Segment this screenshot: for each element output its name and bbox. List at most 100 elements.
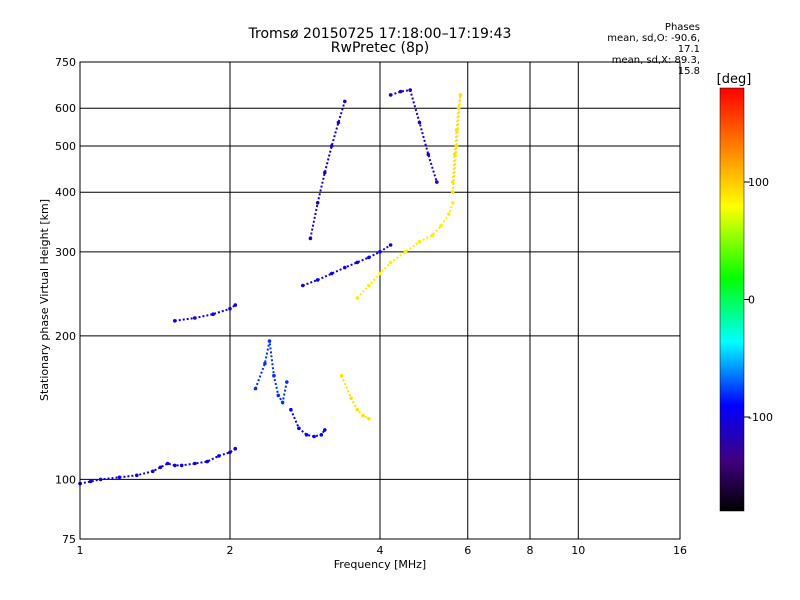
trace-line [391, 90, 437, 182]
data-point [355, 261, 359, 265]
x-tick-label: 4 [377, 544, 384, 557]
data-point [173, 464, 177, 468]
data-point [330, 144, 334, 148]
data-point [399, 90, 403, 94]
data-point [297, 427, 301, 431]
trace [389, 88, 439, 184]
y-tick-label: 75 [62, 533, 76, 546]
data-point [268, 339, 272, 343]
data-point [453, 153, 457, 157]
trace [309, 100, 347, 241]
data-point [435, 180, 439, 184]
data-point [180, 464, 184, 468]
data-point [455, 144, 459, 148]
data-point [234, 447, 238, 451]
data-point [234, 303, 238, 307]
trace-line [80, 449, 235, 484]
data-point [355, 296, 359, 300]
data-point [211, 312, 215, 316]
data-point [330, 272, 334, 276]
data-point [301, 284, 305, 288]
colorbar-tick-label: 0 [748, 294, 755, 307]
data-point [272, 374, 276, 378]
data-point [447, 212, 451, 216]
data-point [173, 319, 177, 323]
data-point [455, 128, 459, 132]
data-point [367, 256, 371, 260]
y-axis-label: Stationary phase Virtual Height [km] [38, 199, 51, 401]
data-point [316, 278, 320, 282]
data-point [323, 428, 327, 432]
data-point [159, 466, 163, 470]
data-point [166, 462, 170, 466]
data-point [337, 121, 341, 125]
trace [340, 374, 371, 421]
data-point [378, 250, 382, 254]
colorbar-label: [deg] [717, 72, 752, 87]
x-axis-label: Frequency [MHz] [334, 558, 426, 571]
data-point [343, 100, 347, 104]
data-point [408, 88, 412, 92]
trace-line [342, 376, 369, 419]
data-point [349, 396, 353, 400]
y-tick-label: 100 [55, 473, 76, 486]
data-point [389, 243, 393, 247]
data-point [316, 201, 320, 205]
data-point [343, 266, 347, 270]
data-point [305, 433, 309, 437]
data-point [285, 380, 289, 384]
data-point [289, 408, 293, 412]
data-point [404, 250, 408, 254]
trace [301, 243, 392, 287]
ionogram-plot: 1 2 4 6 8 10 1675100200300400500600750 Frequen… [0, 0, 800, 600]
data-point [228, 451, 232, 455]
x-tick-label: 10 [571, 544, 585, 557]
y-tick-label: 600 [55, 102, 76, 115]
x-tick-label: 16 [673, 544, 687, 557]
data-point [427, 153, 431, 157]
data-point [389, 261, 393, 265]
data-point [228, 307, 232, 311]
data-point [367, 284, 371, 288]
x-tick-label: 2 [227, 544, 234, 557]
x-tick-label: 1 [77, 544, 84, 557]
data-point [378, 272, 382, 276]
data-point [89, 480, 93, 484]
axis-ticks: 1 2 4 6 8 10 16 75 100 200 300 400 500 600 750 [55, 56, 687, 557]
data-point [389, 93, 393, 97]
data-point [151, 470, 155, 474]
data-point [277, 394, 281, 398]
data-point [254, 387, 258, 391]
data-point [135, 474, 139, 478]
data-point [361, 414, 365, 418]
y-tick-label: 500 [55, 140, 76, 153]
colorbar-tick-label: -100 [748, 411, 773, 424]
y-tick-label: 200 [55, 330, 76, 343]
data-point [99, 478, 103, 482]
grid [80, 62, 680, 539]
trace-line [291, 410, 325, 437]
data-point [451, 180, 455, 184]
data-point [367, 417, 371, 421]
colorbar-ticks: 100 0 -100 [744, 176, 773, 424]
trace [254, 339, 289, 404]
data-point [418, 240, 422, 244]
data-point [355, 408, 359, 412]
traces [78, 88, 462, 485]
data-point [263, 362, 267, 366]
trace [289, 408, 327, 438]
colorbar-tick-label: 100 [748, 176, 769, 189]
x-tick-label: 8 [527, 544, 534, 557]
data-point [459, 93, 463, 97]
colorbar [720, 88, 744, 511]
trace [173, 303, 237, 322]
data-point [431, 233, 435, 237]
y-tick-label: 400 [55, 186, 76, 199]
data-point [439, 224, 443, 228]
trace-line [256, 341, 287, 402]
data-point [118, 476, 122, 480]
y-tick-label: 300 [55, 246, 76, 259]
x-tick-label: 6 [464, 544, 471, 557]
data-point [457, 106, 461, 110]
data-point [309, 237, 313, 241]
